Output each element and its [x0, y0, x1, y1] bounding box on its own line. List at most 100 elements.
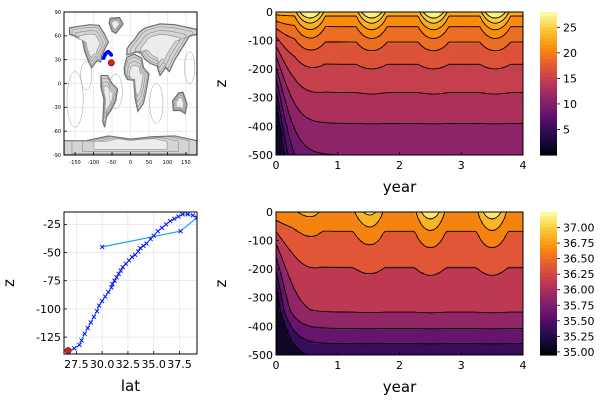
heatmap-cell — [489, 72, 493, 76]
heatmap-cell — [288, 214, 293, 219]
heatmap-cell — [337, 72, 342, 76]
heatmap-cell — [387, 129, 391, 133]
heatmap-cell — [350, 37, 354, 42]
heatmap-cell — [458, 146, 462, 150]
colorbar-band — [540, 115, 557, 120]
heatmap-cell — [282, 46, 286, 50]
heatmap-cell — [458, 103, 462, 107]
heatmap-cell — [418, 109, 422, 113]
colorbar-band — [540, 137, 557, 142]
heatmap-cell — [384, 86, 388, 90]
colorbar-band — [540, 122, 557, 127]
heatmap-cell — [427, 109, 431, 113]
heatmap-cell — [390, 123, 394, 127]
heatmap-cell — [291, 32, 296, 36]
heatmap-cell — [421, 94, 425, 99]
heatmap-cell — [504, 37, 509, 42]
heatmap-cell — [510, 74, 515, 79]
heatmap-cell — [519, 109, 523, 113]
heatmap-cell — [300, 77, 305, 82]
heatmap-cell — [498, 49, 502, 53]
heatmap-cell — [300, 143, 305, 148]
heatmap-cell — [347, 126, 351, 130]
heatmap-cell — [276, 349, 280, 353]
heatmap-cell — [316, 280, 320, 285]
heatmap-cell — [288, 77, 293, 82]
heatmap-cell — [343, 74, 348, 79]
heatmap-cell — [285, 112, 289, 116]
heatmap-cell — [489, 152, 493, 155]
heatmap-cell — [337, 37, 342, 42]
heatmap-cell — [430, 146, 435, 150]
heatmap-cell — [519, 72, 523, 76]
heatmap-cell — [510, 72, 515, 76]
heatmap-cell — [288, 349, 293, 353]
heatmap-cell — [445, 109, 450, 113]
heatmap-cell — [288, 306, 293, 310]
heatmap-cell — [285, 134, 289, 139]
heatmap-cell — [288, 252, 293, 256]
heatmap-cell — [482, 17, 487, 22]
heatmap-cell — [424, 20, 428, 25]
heatmap-cell — [297, 69, 302, 73]
heatmap-cell — [513, 137, 518, 142]
heatmap-cell — [374, 140, 379, 145]
heatmap-cell — [516, 94, 521, 99]
heatmap-cell — [297, 34, 302, 39]
heatmap-cell — [408, 77, 413, 82]
heatmap-cell — [396, 134, 401, 139]
heatmap-cell — [516, 66, 521, 70]
heatmap-cell — [279, 23, 283, 27]
heatmap-cell — [309, 326, 314, 330]
heatmap-cell — [285, 74, 289, 79]
heatmap-cell — [439, 26, 444, 30]
heatmap-cell — [303, 232, 308, 236]
heatmap-cell — [405, 103, 410, 107]
heatmap-cell — [393, 17, 398, 22]
heatmap-cell — [337, 66, 342, 70]
heatmap-cell — [288, 112, 293, 116]
heatmap-cell — [291, 286, 296, 290]
heatmap-cell — [276, 134, 280, 139]
heatmap-cell — [482, 109, 487, 113]
heatmap-cell — [309, 117, 314, 122]
heatmap-cell — [485, 100, 490, 105]
heatmap-cell — [377, 26, 382, 30]
heatmap-cell — [313, 97, 317, 102]
heatmap-cell — [350, 97, 354, 102]
heatmap-cell — [504, 86, 509, 90]
profile-marker — [194, 215, 197, 220]
heatmap-cell — [458, 23, 462, 27]
heatmap-cell — [309, 94, 314, 99]
heatmap-cell — [313, 240, 317, 245]
colorbar-band — [540, 147, 557, 153]
heatmap-cell — [374, 97, 379, 102]
heatmap-cell — [501, 23, 506, 27]
heatmap-cell — [464, 89, 469, 93]
heatmap-cell — [402, 106, 407, 110]
heatmap-cell — [297, 340, 302, 345]
heatmap-cell — [455, 86, 459, 90]
heatmap-cell — [319, 112, 323, 116]
heatmap-cell — [343, 52, 348, 56]
heatmap-cell — [384, 80, 388, 85]
heatmap-cell — [300, 306, 305, 310]
heatmap-cell — [418, 100, 422, 105]
heatmap-cell — [316, 54, 320, 59]
heatmap-cell — [387, 100, 391, 105]
heatmap-cell — [328, 83, 333, 87]
heatmap-cell — [309, 309, 314, 313]
heatmap-cell — [365, 80, 370, 85]
heatmap-cell — [306, 126, 311, 130]
heatmap-cell — [285, 80, 289, 85]
heatmap-cell — [418, 14, 422, 19]
heatmap-cell — [371, 69, 376, 73]
heatmap-cell — [297, 120, 302, 125]
heatmap-cell — [492, 52, 496, 56]
heatmap-cell — [313, 120, 317, 125]
heatmap-cell — [343, 54, 348, 59]
heatmap-cell — [377, 40, 382, 45]
heatmap-cell — [411, 137, 416, 142]
profile-marker — [141, 243, 146, 249]
heatmap-cell — [368, 94, 373, 99]
